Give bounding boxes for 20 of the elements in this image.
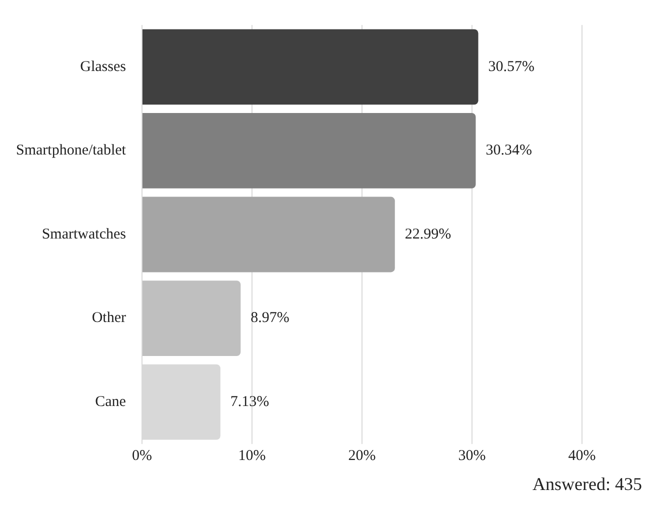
text: Answered: 435: [532, 474, 642, 495]
bar: [142, 196, 395, 272]
bar: [142, 112, 476, 188]
data-label: 8.97%: [250, 310, 290, 326]
y-tick-label: Smartphone/tablet: [16, 142, 127, 159]
y-tick-label: Cane: [95, 394, 126, 410]
x-tick-label: 0%: [132, 448, 152, 464]
data-label: 30.34%: [486, 142, 532, 159]
data-label: 22.99%: [404, 226, 452, 242]
data-label: 7.13%: [230, 394, 270, 410]
x-tick-label: 10%: [238, 448, 266, 464]
x-tick-label: 40%: [568, 448, 596, 464]
y-tick-label: Glasses: [80, 58, 126, 75]
bar: [142, 29, 478, 105]
bar: [142, 280, 241, 356]
x-tick-label: 30%: [458, 448, 486, 464]
data-label: 30.57%: [488, 58, 535, 75]
y-tick-label: Other: [92, 310, 126, 326]
y-tick-label: Smartwatches: [42, 226, 126, 242]
x-tick-label: 20%: [348, 448, 376, 464]
